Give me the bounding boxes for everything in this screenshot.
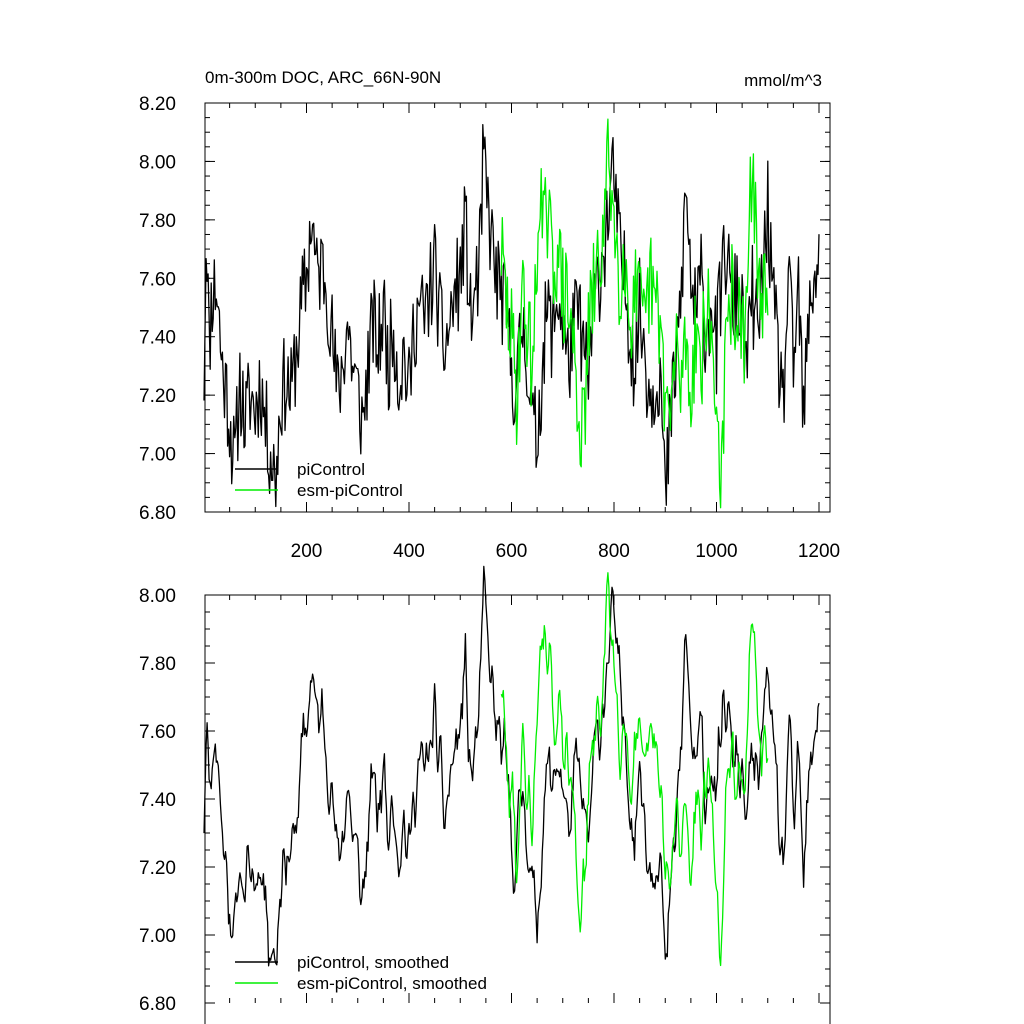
top-ytick-label-5: 7.80 [139,211,176,232]
bottom-series-picontrol-line [203,565,820,967]
top-xtick-label-0: 200 [291,541,323,562]
bottom-ytick-label-0: 6.80 [139,994,176,1015]
top-series-picontrol-line [203,123,820,508]
bottom-y-axis: 6.80 7.00 7.20 7.40 7.60 7.80 8.00 [139,586,830,1015]
bottom-ytick-label-5: 7.80 [139,654,176,675]
bottom-ytick-label-2: 7.20 [139,858,176,879]
top-ytick-label-3: 7.40 [139,328,176,349]
top-xtick-label-1: 400 [393,541,425,562]
bottom-chart: 6.80 7.00 7.20 7.40 7.60 7.80 8.00 piControl, … [139,565,831,1024]
top-chart-title: 0m-300m DOC, ARC_66N-90N [205,68,441,87]
bottom-series-esm-picontrol-line [500,572,769,967]
top-ytick-label-4: 7.60 [139,269,176,290]
top-xtick-label-3: 800 [598,541,630,562]
bottom-minor-ticks [205,594,830,1004]
top-xtick-label-2: 600 [496,541,528,562]
top-ytick-label-1: 7.00 [139,445,176,466]
bottom-legend-label-esm-picontrol: esm-piControl, smoothed [297,974,487,993]
top-legend: piControl esm-piControl [235,460,403,500]
top-chart: 0m-300m DOC, ARC_66N-90N mmol/m^3 6.80 7.… [139,68,840,562]
bottom-ytick-label-1: 7.00 [139,926,176,947]
top-series-esm-picontrol-line [500,118,769,509]
bottom-ytick-label-3: 7.40 [139,790,176,811]
bottom-legend-label-picontrol: piControl, smoothed [297,953,449,972]
top-x-axis: 200 400 600 800 1000 1200 [291,103,840,562]
top-chart-units: mmol/m^3 [744,71,822,90]
top-ytick-label-2: 7.20 [139,386,176,407]
bottom-series-group [203,565,820,967]
top-ytick-label-6: 8.00 [139,152,176,173]
bottom-legend: piControl, smoothed esm-piControl, smoot… [235,953,487,993]
top-ytick-label-7: 8.20 [139,94,176,115]
bottom-ytick-label-6: 8.00 [139,586,176,607]
top-y-axis: 6.80 7.00 7.20 7.40 7.60 7.80 8.00 8.20 [139,94,830,524]
top-legend-label-esm-picontrol: esm-piControl [297,481,403,500]
top-legend-label-picontrol: piControl [297,460,365,479]
top-xtick-label-5: 1200 [798,541,840,562]
top-ytick-label-0: 6.80 [139,503,176,524]
top-series-group [203,118,820,509]
bottom-ytick-label-4: 7.60 [139,722,176,743]
top-xtick-label-4: 1000 [695,541,737,562]
top-minor-ticks [205,102,830,513]
bottom-x-axis [306,595,820,1003]
